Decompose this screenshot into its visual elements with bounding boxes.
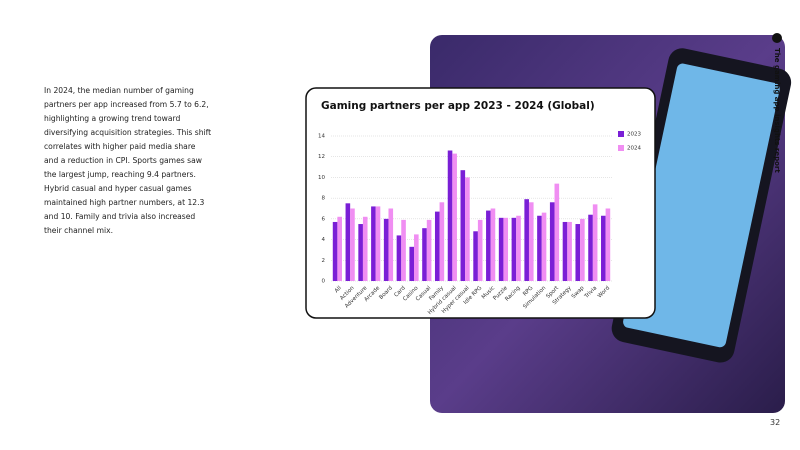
bar (588, 214, 593, 281)
bar (498, 217, 504, 281)
y-tick-label: 2 (322, 258, 326, 264)
bar (490, 208, 496, 281)
phone-screen (623, 63, 780, 348)
bar (426, 219, 432, 281)
bar (554, 183, 560, 281)
bar (362, 216, 368, 281)
bar (562, 221, 568, 281)
bar (511, 217, 517, 281)
bar (528, 202, 534, 281)
y-tick-label: 4 (322, 237, 326, 243)
body-text: In 2024, the median number of gaming par… (44, 86, 212, 235)
y-tick-label: 12 (318, 154, 325, 160)
bar (465, 177, 470, 281)
bar (434, 211, 440, 281)
chart-card (305, 87, 656, 319)
bar (473, 231, 478, 281)
bar (388, 208, 394, 281)
bar (396, 235, 402, 281)
bar (452, 153, 457, 281)
x-tick-label: All (334, 285, 343, 294)
legend-label: 2023 (627, 132, 641, 138)
bar (601, 215, 606, 281)
bar (414, 234, 419, 281)
y-tick-label: 6 (322, 216, 326, 222)
legend-label: 2024 (627, 146, 641, 152)
legend-swatch (618, 131, 624, 137)
page-number: 32 (770, 418, 781, 427)
chart-title: Gaming partners per app 2023 - 2024 (Glo… (321, 100, 595, 112)
bar (337, 216, 342, 281)
bar (516, 215, 521, 281)
bar (592, 204, 598, 281)
bar (460, 170, 466, 281)
bar (401, 219, 406, 281)
bar (375, 206, 381, 281)
bar (537, 215, 542, 281)
y-tick-label: 14 (318, 134, 325, 140)
y-tick-label: 8 (322, 196, 326, 202)
bar (383, 218, 389, 281)
y-tick-label: 0 (322, 279, 326, 285)
bar (332, 221, 338, 281)
legend-swatch (618, 145, 624, 151)
y-tick-label: 10 (318, 175, 325, 181)
bar (503, 217, 509, 281)
bar (409, 246, 415, 281)
bar (439, 202, 445, 281)
bar (358, 224, 363, 281)
side-title: The gaming app insights report (773, 48, 781, 173)
bar (486, 210, 491, 281)
bar (541, 212, 547, 281)
bar (567, 221, 572, 281)
bar (549, 202, 555, 281)
bar (580, 218, 585, 281)
bar (575, 224, 581, 281)
bar (477, 219, 483, 281)
bar (422, 228, 427, 281)
logo (772, 33, 782, 43)
bar (524, 199, 529, 281)
bar (447, 150, 453, 281)
bar (605, 208, 611, 281)
bar (350, 208, 355, 281)
bar (371, 206, 376, 281)
bar (345, 203, 351, 281)
